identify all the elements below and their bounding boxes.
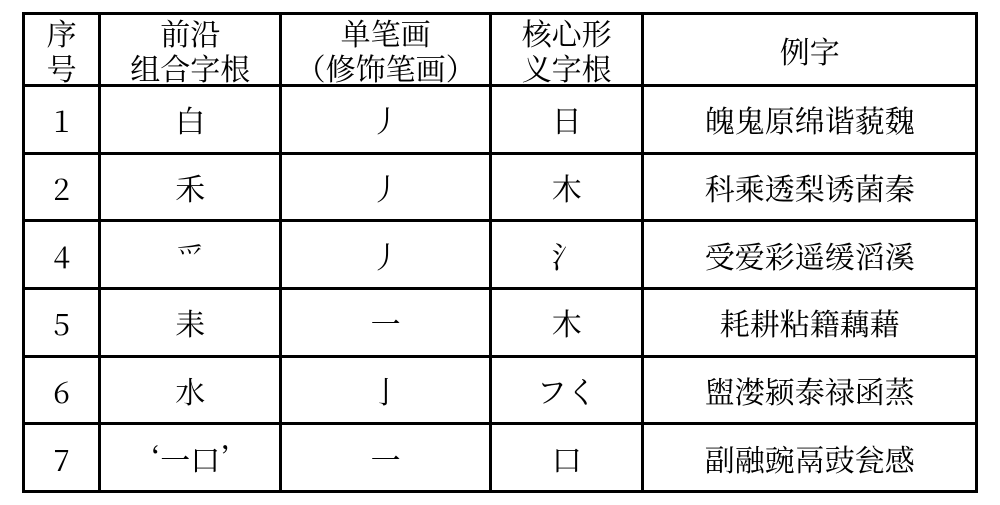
cell-front: 水 bbox=[100, 356, 281, 424]
cell-core: 氵 bbox=[490, 221, 642, 289]
cell-examples: 科乘透梨诱菌秦 bbox=[643, 153, 977, 221]
table-body: 1白丿日魄鬼原绵谐藐魏2禾丿木科乘透梨诱菌秦4爫丿氵受爱彩遥缓滔溪5耒一木耗耕粘… bbox=[24, 86, 977, 492]
cell-stroke: 一 bbox=[281, 424, 491, 492]
cell-seq: 4 bbox=[24, 221, 100, 289]
col-core-header-line2: 义字根 bbox=[522, 45, 612, 89]
cell-seq: 7 bbox=[24, 424, 100, 492]
cell-core: 木 bbox=[490, 153, 642, 221]
table-row: 7‘一口’一口副融豌鬲豉瓮感 bbox=[24, 424, 977, 492]
table-row: 2禾丿木科乘透梨诱菌秦 bbox=[24, 153, 977, 221]
cell-seq: 1 bbox=[24, 86, 100, 154]
cell-stroke: 亅 bbox=[281, 356, 491, 424]
cell-stroke: 丿 bbox=[281, 221, 491, 289]
col-front-header-line2: 组合字根 bbox=[130, 45, 250, 89]
cell-examples: 盥漤颍泰禄函蒸 bbox=[643, 356, 977, 424]
col-examples-header: 例字 bbox=[643, 14, 977, 86]
col-stroke-header: 单笔画 （修饰笔画） bbox=[281, 14, 491, 86]
table-header-row: 序 号 前沿 组合字根 单笔画 （修饰笔画） 核心形 义字根 bbox=[24, 14, 977, 86]
cell-stroke: 丿 bbox=[281, 86, 491, 154]
cell-stroke: 一 bbox=[281, 288, 491, 356]
col-front-header: 前沿 组合字根 bbox=[100, 14, 281, 86]
cell-front: 爫 bbox=[100, 221, 281, 289]
cell-core: 日 bbox=[490, 86, 642, 154]
table-row: 1白丿日魄鬼原绵谐藐魏 bbox=[24, 86, 977, 154]
cell-front: 禾 bbox=[100, 153, 281, 221]
col-stroke-header-line2: （修饰笔画） bbox=[296, 45, 476, 89]
cell-core: 口 bbox=[490, 424, 642, 492]
radicals-table: 序 号 前沿 组合字根 单笔画 （修饰笔画） 核心形 义字根 bbox=[22, 12, 978, 493]
col-core-header: 核心形 义字根 bbox=[490, 14, 642, 86]
col-seq-header: 序 号 bbox=[24, 14, 100, 86]
cell-front: 耒 bbox=[100, 288, 281, 356]
cell-examples: 魄鬼原绵谐藐魏 bbox=[643, 86, 977, 154]
cell-examples: 受爱彩遥缓滔溪 bbox=[643, 221, 977, 289]
cell-front: 白 bbox=[100, 86, 281, 154]
cell-seq: 5 bbox=[24, 288, 100, 356]
col-seq-header-line2: 号 bbox=[47, 45, 77, 89]
cell-core: 木 bbox=[490, 288, 642, 356]
cell-stroke: 丿 bbox=[281, 153, 491, 221]
table-row: 6水亅フく盥漤颍泰禄函蒸 bbox=[24, 356, 977, 424]
cell-seq: 6 bbox=[24, 356, 100, 424]
cell-examples: 副融豌鬲豉瓮感 bbox=[643, 424, 977, 492]
cell-core: フく bbox=[490, 356, 642, 424]
table-row: 5耒一木耗耕粘籍藕藉 bbox=[24, 288, 977, 356]
col-examples-header-label: 例字 bbox=[780, 28, 840, 72]
cell-front: ‘一口’ bbox=[100, 424, 281, 492]
table-row: 4爫丿氵受爱彩遥缓滔溪 bbox=[24, 221, 977, 289]
cell-seq: 2 bbox=[24, 153, 100, 221]
cell-examples: 耗耕粘籍藕藉 bbox=[643, 288, 977, 356]
